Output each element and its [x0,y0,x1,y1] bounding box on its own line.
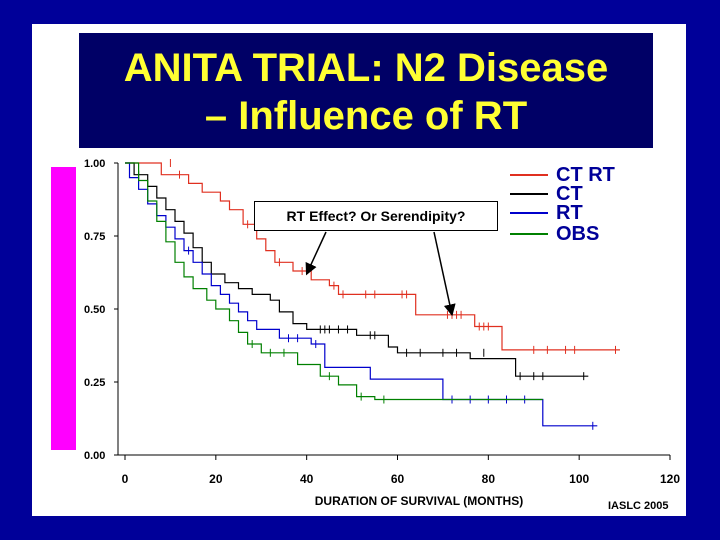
annotation-callout: RT Effect? Or Serendipity? [254,201,498,231]
y-tick-label-3: 0.75 [84,231,105,243]
x-tick-label-80: 80 [482,472,496,486]
series-line-obs [125,162,543,401]
annotation-arrow-1 [433,231,456,317]
series-ct [125,162,589,381]
slide-title-line-2: – Influence of RT [204,94,528,138]
x-tick-label-0: 0 [122,472,129,486]
x-tick-label-100: 100 [569,472,589,486]
series-line-ct [125,162,589,377]
y-tick-label-2: 0.50 [84,304,105,316]
x-tick-label-20: 20 [209,472,223,486]
series-layer [125,159,620,430]
x-tick-label-40: 40 [300,472,314,486]
y-tick-label-0: 0.00 [84,450,105,462]
y-axis-label-bar: S [51,167,76,450]
legend-label-ct-rt: CT RT [556,164,615,186]
annotation-arrows [305,231,456,317]
legend-label-obs: OBS [556,223,600,245]
title-banner: ANITA TRIAL: N2 Disease – Influence of R… [79,33,653,148]
annotation-arrow-0 [305,231,327,276]
series-obs [125,162,543,404]
series-ct-rt [125,159,620,354]
slide-title-line-1: ANITA TRIAL: N2 Disease [123,46,609,90]
y-tick-label-4: 1.00 [84,158,105,170]
x-tick-label-60: 60 [391,472,405,486]
legend-label-rt: RT [556,202,583,224]
x-tick-label-120: 120 [660,472,680,486]
legend-label-ct: CT [556,183,583,205]
y-tick-label-1: 0.25 [84,377,105,389]
chart-axes: 0 20 40 60 80 100 120 0.00 0.25 0.50 0.75 1.00 [84,158,680,486]
x-axis-label: DURATION OF SURVIVAL (MONTHS) [315,494,523,508]
series-line-ct-rt [125,162,620,351]
legend-swatches [510,174,548,235]
source-note: IASLC 2005 [608,500,669,512]
